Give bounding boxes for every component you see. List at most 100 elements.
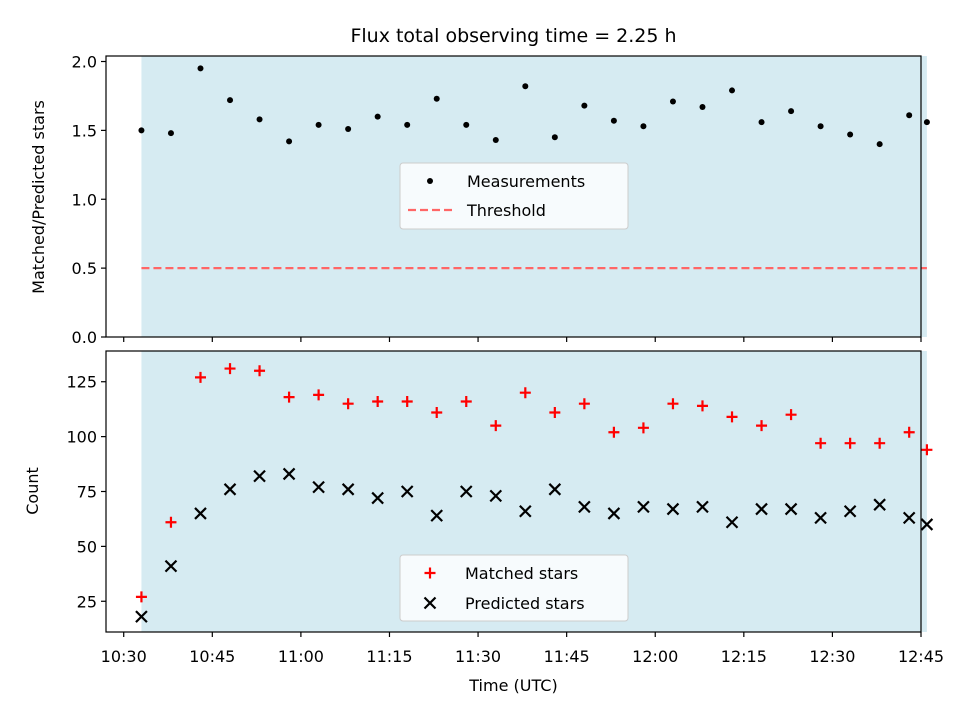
y-tick-label: 1.5 <box>72 121 97 140</box>
matched-legend-marker <box>424 567 436 579</box>
measurement-point <box>610 117 617 124</box>
matched-star-point <box>578 398 590 410</box>
matched-star-point <box>194 371 206 383</box>
matched-star-point <box>608 426 620 438</box>
x-axis-label: Time (UTC) <box>468 676 557 695</box>
matched-star-point <box>637 422 649 434</box>
matched-star-point <box>254 365 266 377</box>
measurement-point <box>315 121 322 128</box>
measurement-point <box>640 123 647 130</box>
measurement-point <box>345 126 352 133</box>
measurement-point <box>581 102 588 109</box>
legend: Measurements Threshold <box>399 162 629 230</box>
measurement-point <box>374 113 381 120</box>
plot-frame <box>105 55 922 338</box>
y-tick-label: 100 <box>66 428 97 447</box>
predicted-star-point <box>341 483 355 496</box>
matched-star-point <box>903 426 915 438</box>
measurement-point <box>876 141 883 148</box>
matched-star-point <box>342 398 354 410</box>
x-tick-label: 10:45 <box>189 647 235 666</box>
matched-star-point <box>431 406 443 418</box>
measurement-point <box>699 103 706 110</box>
matched-star-point <box>844 437 856 449</box>
measurement-point <box>256 116 263 123</box>
measurement-point <box>788 108 795 115</box>
predicted-legend-marker <box>423 596 437 610</box>
predicted-star-point <box>696 500 709 514</box>
matched-star-point <box>874 437 886 449</box>
x-tick-label: 12:00 <box>632 647 678 666</box>
predicted-star-point <box>312 480 325 494</box>
measurement-point <box>522 83 529 90</box>
matched-star-point <box>549 406 561 418</box>
x-tick-label: 12:30 <box>809 647 855 666</box>
x-tick-label: 11:30 <box>455 647 501 666</box>
x-tick-label: 11:15 <box>366 647 412 666</box>
y-tick-label: 125 <box>66 373 97 392</box>
y-tick-label: 0.5 <box>72 259 97 278</box>
matched-star-point <box>313 389 325 401</box>
matched-star-point <box>372 395 384 407</box>
star-count-panel: 25 50 75 100 125 10:30 10:45 11:00 11:15 11:30 11… <box>23 350 944 695</box>
measurement-point <box>669 98 676 105</box>
y-axis-label: Count <box>23 467 42 515</box>
predicted-star-point <box>902 511 916 525</box>
measurement-point <box>758 119 765 126</box>
matched-star-point <box>224 363 236 375</box>
matched-star-point <box>135 591 147 603</box>
measurement-point <box>433 95 440 102</box>
measurement-point <box>847 131 854 138</box>
matched-star-point <box>165 516 177 528</box>
predicted-star-point <box>519 504 532 518</box>
predicted-star-point <box>814 511 827 525</box>
predicted-star-point <box>784 502 798 516</box>
matched-star-point <box>756 420 768 432</box>
matched-star-point <box>696 400 708 412</box>
flux-ratio-panel: 0.0 0.5 1.0 1.5 2.0 Flux total observing tim… <box>29 25 930 347</box>
legend-box <box>399 162 629 230</box>
matched-star-point <box>921 444 933 456</box>
y-axis-label: Matched/Predicted stars <box>29 100 48 294</box>
measurement-point <box>167 130 174 137</box>
predicted-star-point <box>223 483 237 496</box>
y-tick-label: 0.0 <box>72 328 97 347</box>
matched-star-point <box>460 395 472 407</box>
predicted-star-point <box>135 610 148 623</box>
measurement-point <box>906 112 913 119</box>
x-tick-label: 11:00 <box>278 647 324 666</box>
measurement-point <box>463 121 470 128</box>
predicted-star-point <box>459 485 473 498</box>
predicted-star-point <box>666 502 680 516</box>
predicted-star-point <box>430 509 444 522</box>
matched-star-point <box>726 411 738 423</box>
legend-label-threshold: Threshold <box>466 201 546 220</box>
x-tick-label: 11:45 <box>544 647 590 666</box>
measurement-point <box>551 134 558 141</box>
matched-star-point <box>667 398 679 410</box>
predicted-star-point <box>164 559 178 573</box>
x-tick-label: 12:15 <box>721 647 767 666</box>
matched-star-point <box>401 395 413 407</box>
measurement-point <box>286 138 293 145</box>
chart-title: Flux total observing time = 2.25 h <box>350 25 676 47</box>
legend-label-measurements: Measurements <box>467 172 585 191</box>
predicted-star-point <box>489 489 503 503</box>
measurement-point <box>729 87 736 94</box>
predicted-star-point <box>282 467 296 481</box>
y-tick-label: 1.0 <box>72 190 97 209</box>
measurement-legend-marker <box>427 178 433 184</box>
x-tick-label: 10:30 <box>101 647 147 666</box>
predicted-star-point <box>607 507 621 520</box>
predicted-star-point <box>400 485 414 498</box>
legend-label-matched: Matched stars <box>465 564 578 583</box>
matched-star-point <box>490 420 502 432</box>
measurement-point <box>492 137 499 144</box>
matched-star-point <box>519 387 531 399</box>
predicted-star-point <box>920 518 934 531</box>
predicted-star-point <box>637 500 650 514</box>
predicted-star-point <box>843 504 857 518</box>
measurement-point <box>138 127 145 134</box>
plot-frame <box>105 350 922 633</box>
